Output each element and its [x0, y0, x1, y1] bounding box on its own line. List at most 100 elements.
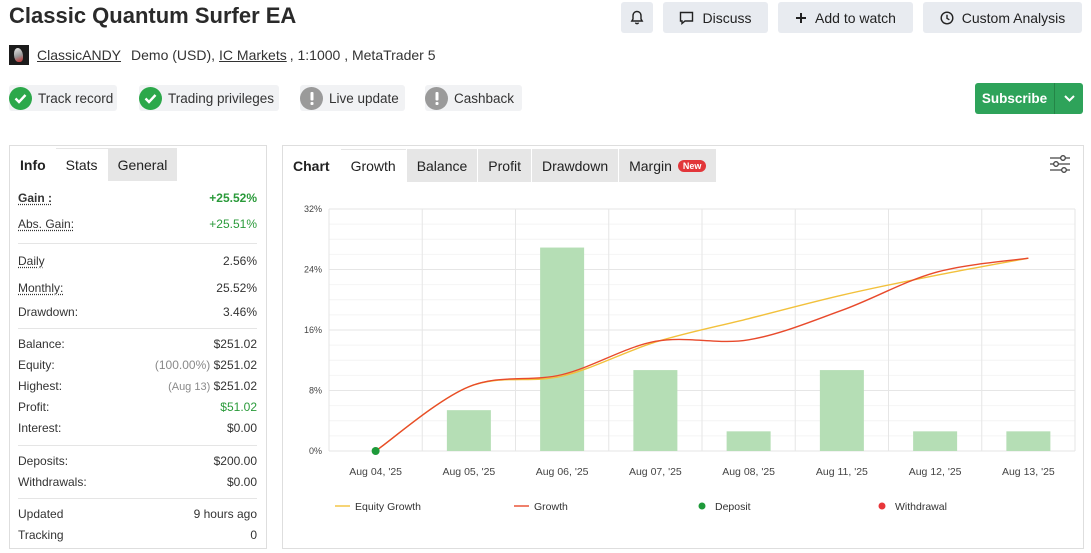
stat-value: +25.51% — [209, 217, 257, 231]
account-details: , 1:1000 , MetaTrader 5 — [289, 47, 436, 63]
stat-value: 9 hours ago — [193, 507, 257, 521]
stat-value: $200.00 — [213, 454, 257, 468]
legend-withdrawal-label: Withdrawal — [895, 501, 947, 513]
discuss-label: Discuss — [702, 9, 752, 26]
tab-growth[interactable]: Growth — [340, 149, 406, 182]
x-tick-label: Aug 05, '25 — [442, 466, 495, 478]
broker-link[interactable]: IC Markets — [219, 47, 287, 63]
growth-chart: 0% 8% 16% 24% 32% Aug 04, '25 Aug 05, '25 Aug 0… — [304, 204, 1076, 513]
stat-label: Equity: — [18, 358, 55, 372]
divider — [18, 243, 257, 244]
stat-daily: Daily 2.56% — [18, 251, 257, 271]
new-badge: New — [677, 159, 707, 172]
subscribe-dropdown[interactable] — [1054, 83, 1083, 114]
stat-value: $0.00 — [226, 421, 257, 435]
tab-general[interactable]: General — [107, 148, 178, 181]
comment-icon — [680, 11, 694, 25]
bar — [819, 370, 864, 451]
notify-button[interactable] — [621, 2, 653, 33]
custom-analysis-label: Custom Analysis — [961, 9, 1066, 26]
tab-balance[interactable]: Balance — [406, 149, 478, 182]
page-title: Classic Quantum Surfer EA — [9, 3, 297, 28]
stat-note: (100.00%) — [154, 358, 211, 372]
stat-monthly: Monthly: 25.52% — [18, 278, 257, 298]
chart-panel: Chart Growth Balance Profit Drawdown Mar… — [282, 145, 1084, 549]
stat-profit: Profit: $51.02 — [18, 397, 257, 417]
legend-equity-growth-label: Equity Growth — [355, 501, 421, 513]
badge-trading-privileges[interactable]: Trading privileges — [139, 85, 279, 111]
tab-chart[interactable]: Chart — [293, 157, 330, 174]
tab-info[interactable]: Info — [20, 156, 46, 173]
stat-label: Abs. Gain: — [18, 217, 75, 231]
stat-label: Balance: — [18, 337, 65, 351]
clock-icon — [940, 10, 954, 25]
subscribe-button[interactable]: Subscribe — [975, 83, 1083, 114]
exclamation-icon — [300, 86, 323, 110]
add-to-watch-button[interactable]: Add to watch — [778, 2, 913, 33]
stat-highest: Highest: (Aug 13) $251.02 — [18, 376, 257, 396]
stat-updated: Updated 9 hours ago — [18, 504, 257, 524]
stat-drawdown: Drawdown: 3.46% — [18, 302, 257, 322]
deposit-marker — [371, 447, 380, 455]
legend-deposit-swatch — [698, 502, 706, 510]
exclamation-icon — [425, 86, 448, 110]
badge-live-update[interactable]: Live update — [300, 85, 405, 111]
stat-label: Drawdown: — [18, 305, 79, 319]
stat-abs-gain: Abs. Gain: +25.51% — [18, 214, 257, 234]
account-meta: ClassicANDY Demo (USD), IC Markets , 1:1… — [9, 44, 436, 66]
stat-label: Monthly: — [18, 281, 64, 295]
subscribe-label: Subscribe — [981, 91, 1048, 106]
divider — [18, 328, 257, 329]
y-tick-label: 16% — [304, 325, 322, 335]
avatar[interactable] — [9, 45, 29, 65]
account-type: Demo (USD), — [131, 47, 216, 63]
tab-margin[interactable]: Margin New — [619, 149, 717, 182]
x-tick-label: Aug 11, '25 — [816, 466, 868, 478]
custom-analysis-button[interactable]: Custom Analysis — [923, 2, 1082, 33]
growth-line — [375, 257, 1029, 452]
stat-value: $251.02 — [213, 337, 257, 351]
bar — [446, 410, 491, 451]
bar — [633, 370, 678, 451]
stat-value: 2.56% — [222, 254, 257, 268]
badge-label: Trading privileges — [168, 90, 275, 106]
tab-drawdown[interactable]: Drawdown — [531, 149, 619, 182]
stat-label: Updated — [18, 507, 64, 521]
badge-label: Live update — [329, 90, 399, 106]
stat-tracking: Tracking 0 — [18, 525, 257, 545]
discuss-button[interactable]: Discuss — [663, 2, 768, 33]
stat-label: Withdrawals: — [18, 475, 87, 489]
stat-value: $251.02 — [213, 358, 257, 372]
y-tick-label: 32% — [304, 204, 322, 214]
stat-label: Tracking — [18, 528, 64, 542]
bell-icon — [630, 10, 644, 25]
stat-deposits: Deposits: $200.00 — [18, 451, 257, 471]
x-tick-label: Aug 13, '25 — [1002, 466, 1055, 478]
divider — [18, 445, 257, 446]
badge-track-record[interactable]: Track record — [9, 85, 117, 111]
chart-settings-icon[interactable] — [1049, 155, 1071, 173]
check-icon — [9, 86, 32, 110]
bar — [1006, 431, 1051, 451]
stat-label: Deposits: — [18, 454, 69, 468]
stat-interest: Interest: $0.00 — [18, 418, 257, 438]
stats-panel: Info Stats General Gain : +25.52% Abs. Ga… — [9, 145, 267, 549]
x-tick-label: Aug 07, '25 — [629, 466, 682, 478]
stat-note: (Aug 13) — [168, 381, 211, 393]
tab-profit[interactable]: Profit — [478, 149, 531, 182]
tab-margin-label: Margin — [629, 157, 672, 174]
stat-label: Profit: — [18, 400, 50, 414]
bar — [913, 431, 958, 451]
badge-label: Track record — [38, 90, 114, 106]
tab-stats[interactable]: Stats — [55, 148, 108, 181]
owner-link[interactable]: ClassicANDY — [37, 47, 122, 63]
legend-growth-label: Growth — [534, 501, 568, 513]
stat-value: 25.52% — [216, 281, 257, 295]
y-tick-label: 0% — [309, 446, 322, 456]
bar — [726, 431, 771, 451]
x-tick-label: Aug 08, '25 — [722, 466, 775, 478]
stat-value: +25.52% — [209, 191, 257, 205]
badge-cashback[interactable]: Cashback — [425, 85, 522, 111]
y-tick-label: 24% — [304, 265, 322, 275]
stat-label: Highest: — [18, 379, 63, 393]
